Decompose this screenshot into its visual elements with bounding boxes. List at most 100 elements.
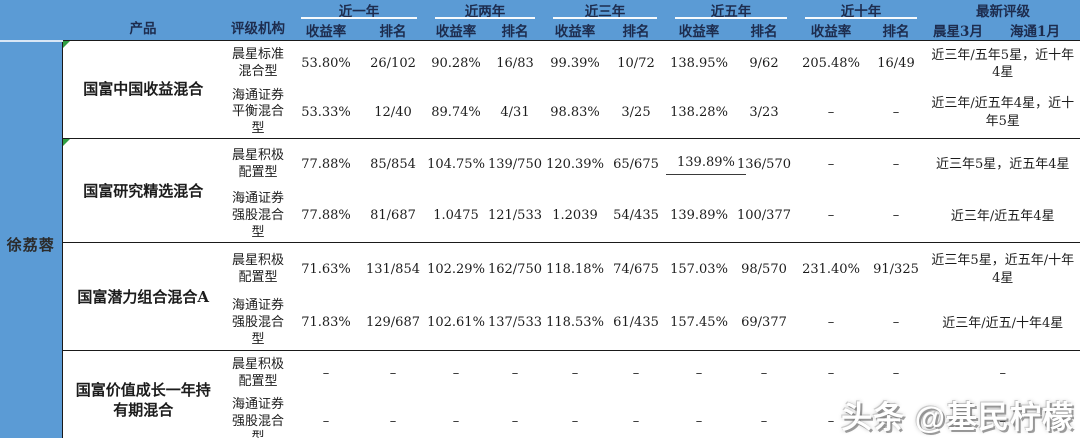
return-cell: 99.39% xyxy=(544,40,606,88)
table-header: 产品 评级机构 近一年 近两年 近三年 近五年 近十年 最新评级 收益率 排名 收益… xyxy=(0,0,1080,41)
rank-cell: – xyxy=(866,396,926,438)
return-cell: 120.39% xyxy=(544,138,606,191)
return-cell: – xyxy=(426,350,486,397)
table-row: 国富研究精选混合 晨星积极配置型 77.88% 85/854 104.75% 139/75… xyxy=(0,138,1080,243)
rating-cell: 近三年/五年5星，近十年4星 xyxy=(926,40,1080,88)
excel-corner-mark-icon xyxy=(62,41,70,48)
return-cell: 104.75% xyxy=(426,138,486,191)
return-cell: – xyxy=(666,350,732,397)
rank-cell: 4/31 xyxy=(486,87,544,139)
return-cell: 139.89% xyxy=(666,138,746,191)
rank-cell: 100/377 xyxy=(732,190,796,243)
rank-cell: 16/49 xyxy=(866,40,926,88)
col-header-period-5y: 近五年 xyxy=(666,0,796,20)
return-cell: – xyxy=(796,296,866,351)
rank-cell: 136/570 xyxy=(732,138,796,191)
subheader-return-3y: 收益率 xyxy=(544,20,606,41)
header-corner-blank xyxy=(0,0,62,41)
product-cell: 国富潜力组合混合A xyxy=(62,242,224,351)
rank-cell: – xyxy=(866,138,926,191)
return-cell: 77.88% xyxy=(292,190,360,243)
rank-cell: – xyxy=(866,190,926,243)
return-cell: 118.18% xyxy=(544,242,606,297)
return-cell: 157.03% xyxy=(666,242,732,297)
table-row: 国富潜力组合混合A 晨星积极配置型 71.63% 131/854 102.29% 162/… xyxy=(0,242,1080,351)
rating-cell: 近三年5星，近五年/十年4星 xyxy=(926,242,1080,297)
table-subheader: 收益率 排名 收益率 排名 收益率 排名 收益率 排名 收益率 排名 晨星3月 海通1月 xyxy=(0,20,1080,41)
table-row: 海通证券强股混合型 – – – – – – – – – – – xyxy=(0,396,1080,438)
rank-cell: – xyxy=(866,350,926,397)
return-cell: 53.80% xyxy=(292,40,360,88)
rating-cell: 近三年5星，近五年4星 xyxy=(926,138,1080,191)
rank-cell: – xyxy=(360,350,426,397)
return-cell: – xyxy=(426,396,486,438)
rank-cell: 81/687 xyxy=(360,190,426,243)
return-cell: 231.40% xyxy=(796,242,866,297)
return-cell: – xyxy=(796,396,866,438)
toutiao-watermark: 头条 @基民柠檬 xyxy=(841,400,1074,435)
subheader-rank-4y: 排名 xyxy=(732,20,796,41)
product-cell: 国富中国收益混合 xyxy=(62,39,224,139)
return-cell: 102.29% xyxy=(426,242,486,297)
agency-cell: 晨星标准混合型 xyxy=(224,40,292,88)
rank-cell: 162/750 xyxy=(486,242,544,297)
rank-cell: – xyxy=(606,350,666,397)
subheader-rank-5y: 排名 xyxy=(866,20,926,41)
col-header-period-10y: 近十年 xyxy=(796,0,926,20)
rating-cell: 近三年/近五年4星 xyxy=(926,190,1080,243)
rating-sub-morningstar: 晨星3月 xyxy=(926,20,990,41)
return-cell: 71.83% xyxy=(292,296,360,351)
col-header-period-2y: 近两年 xyxy=(426,0,544,20)
return-cell: 98.83% xyxy=(544,87,606,139)
table-row: 国富价值成长一年持有期混合 晨星积极配置型 – – – – – – – – – – – xyxy=(0,350,1080,438)
excel-corner-mark-icon xyxy=(62,139,70,147)
manager-name-cell: 徐荔蓉 xyxy=(0,39,63,438)
rank-cell: – xyxy=(486,350,544,397)
return-cell: 205.48% xyxy=(796,40,866,88)
rank-cell: 61/435 xyxy=(606,296,666,351)
rank-cell: 74/675 xyxy=(606,242,666,297)
rating-cell: – xyxy=(926,396,1080,438)
product-cell: 国富研究精选混合 xyxy=(62,138,224,243)
col-header-product: 产品 xyxy=(62,0,224,41)
return-cell: 1.0475 xyxy=(426,190,486,243)
return-cell: 77.88% xyxy=(292,138,360,191)
return-cell: – xyxy=(292,350,360,397)
agency-cell: 晨星积极配置型 xyxy=(224,138,292,191)
rating-cell: 近三年/近五/十年4星 xyxy=(926,296,1080,351)
rank-cell: 26/102 xyxy=(360,40,426,88)
table-row: 徐荔蓉 国富中国收益混合 晨星标准混合型 53.80% 26/102 90.28% 16/8… xyxy=(0,39,1080,438)
agency-cell: 海通证券强股混合型 xyxy=(224,396,292,438)
return-cell: 71.63% xyxy=(292,242,360,297)
return-cell: – xyxy=(544,350,606,397)
agency-cell: 海通证券强股混合型 xyxy=(224,296,292,351)
agency-cell: 海通证券平衡混合型 xyxy=(224,87,292,139)
rank-cell: 10/72 xyxy=(606,40,666,88)
rank-cell: – xyxy=(732,396,796,438)
rank-cell: 16/83 xyxy=(486,40,544,88)
return-cell: – xyxy=(544,396,606,438)
col-header-period-1y: 近一年 xyxy=(292,0,426,20)
return-cell: 89.74% xyxy=(426,87,486,139)
return-cell: 102.61% xyxy=(426,296,486,351)
rank-cell: 54/435 xyxy=(606,190,666,243)
rank-cell: 129/687 xyxy=(360,296,426,351)
return-cell: – xyxy=(796,350,866,397)
agency-cell: 海通证券强股混合型 xyxy=(224,190,292,243)
table-row: 海通证券强股混合型 77.88% 81/687 1.0475 121/533 1.2039… xyxy=(0,190,1080,243)
rating-cell: – xyxy=(926,350,1080,397)
col-header-latest-rating: 最新评级 xyxy=(926,0,1080,20)
return-cell: – xyxy=(666,396,732,438)
rank-cell: 65/675 xyxy=(606,138,666,191)
subheader-return-5y: 收益率 xyxy=(796,20,866,41)
rank-cell: 9/62 xyxy=(732,40,796,88)
rank-cell: 121/533 xyxy=(486,190,544,243)
rating-sub-haitong: 海通1月 xyxy=(990,20,1080,41)
return-cell: 139.89% xyxy=(666,190,732,243)
rank-cell: 139/750 xyxy=(486,138,544,191)
subheader-return-4y: 收益率 xyxy=(666,20,732,41)
return-cell: 118.53% xyxy=(544,296,606,351)
rank-cell: 3/23 xyxy=(732,87,796,139)
